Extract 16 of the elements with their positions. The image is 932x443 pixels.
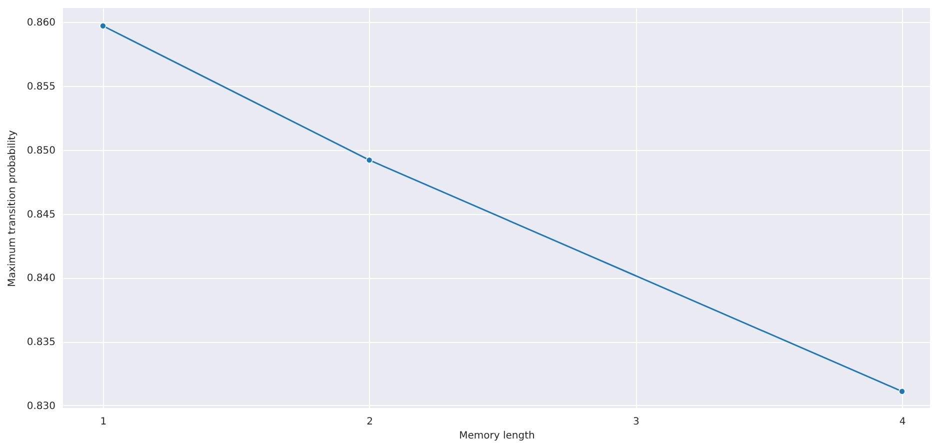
y-tick-label: 0.840 xyxy=(26,273,56,284)
y-tick-label: 0.860 xyxy=(26,18,56,29)
y-tick-label: 0.845 xyxy=(26,209,56,220)
point xyxy=(100,22,106,30)
x-tick-label: 3 xyxy=(632,416,640,428)
point xyxy=(366,156,373,164)
point xyxy=(898,388,906,395)
x-tick-label: 2 xyxy=(366,416,373,428)
y-tick-label: 0.830 xyxy=(26,400,56,412)
x-tick-label: 4 xyxy=(899,416,906,428)
y-tick-label: 0.850 xyxy=(26,145,56,156)
y-tick-label: 0.855 xyxy=(26,81,56,92)
y-tick-label: 0.835 xyxy=(26,337,56,348)
y-axis-title: Maximum transition probability xyxy=(6,130,18,287)
x-axis-title: Memory length xyxy=(459,430,535,442)
x-tick-label: 1 xyxy=(100,416,107,428)
